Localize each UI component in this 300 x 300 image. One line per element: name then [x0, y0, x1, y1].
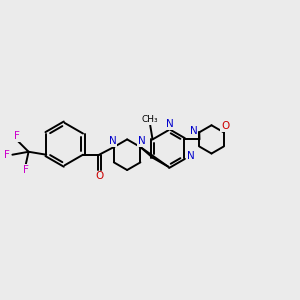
Text: N: N: [190, 126, 197, 136]
Text: N: N: [187, 151, 194, 161]
Text: N: N: [109, 136, 116, 146]
Text: F: F: [23, 165, 28, 175]
Text: O: O: [221, 122, 229, 131]
Text: N: N: [166, 119, 174, 129]
Text: F: F: [4, 150, 9, 160]
Text: F: F: [14, 131, 20, 141]
Text: CH₃: CH₃: [142, 115, 158, 124]
Text: N: N: [138, 136, 146, 146]
Text: O: O: [95, 172, 103, 182]
